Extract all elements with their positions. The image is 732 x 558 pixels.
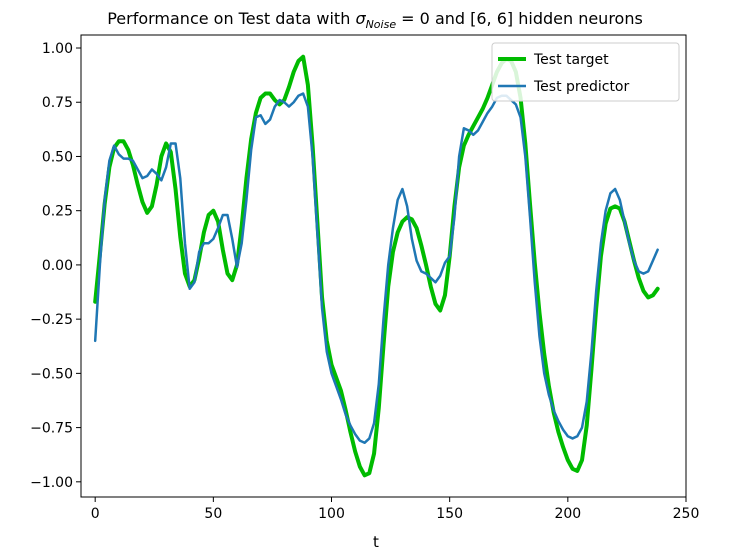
y-tick-label: −0.75: [30, 421, 73, 437]
y-tick-label: −1.00: [30, 475, 73, 491]
y-tick-label: 0.00: [42, 258, 73, 274]
y-tick-label: 1.00: [42, 41, 73, 57]
chart-title-subscript: Noise: [366, 18, 397, 31]
x-tick-label: 100: [318, 506, 345, 522]
chart-title-sigma: σ: [355, 9, 366, 28]
y-tick-label: 0.25: [42, 204, 73, 220]
x-axis-label: t: [373, 533, 379, 551]
y-axis: −1.00 −0.75 −0.50 −0.25 0.00 0.25 0.50 0.75 1.00: [30, 41, 81, 491]
chart-title: Performance on Test data with σNoise = 0…: [107, 9, 643, 31]
series-layer: [93, 54, 660, 478]
y-tick-label: 0.75: [42, 95, 73, 111]
x-tick-label: 50: [204, 506, 222, 522]
legend-label-test-target: Test target: [533, 52, 609, 68]
x-tick-label: 150: [436, 506, 463, 522]
x-tick-label: 250: [673, 506, 700, 522]
x-axis: 0 50 100 150 200 250: [91, 497, 700, 522]
series-line-test-predictor: [93, 92, 659, 445]
y-tick-label: −0.50: [30, 366, 73, 382]
plot-frame: [80, 34, 687, 498]
x-tick-label: 0: [91, 506, 100, 522]
legend: Test target Test predictor: [491, 42, 680, 102]
legend-box: [491, 42, 680, 102]
chart-title-prefix: Performance on Test data with: [107, 9, 355, 28]
y-tick-label: 0.50: [42, 149, 73, 165]
y-tick-label: −0.25: [30, 312, 73, 328]
x-tick-label: 200: [554, 506, 581, 522]
chart-title-suffix: = 0 and [6, 6] hidden neurons: [396, 9, 643, 28]
legend-label-test-predictor: Test predictor: [533, 79, 629, 95]
